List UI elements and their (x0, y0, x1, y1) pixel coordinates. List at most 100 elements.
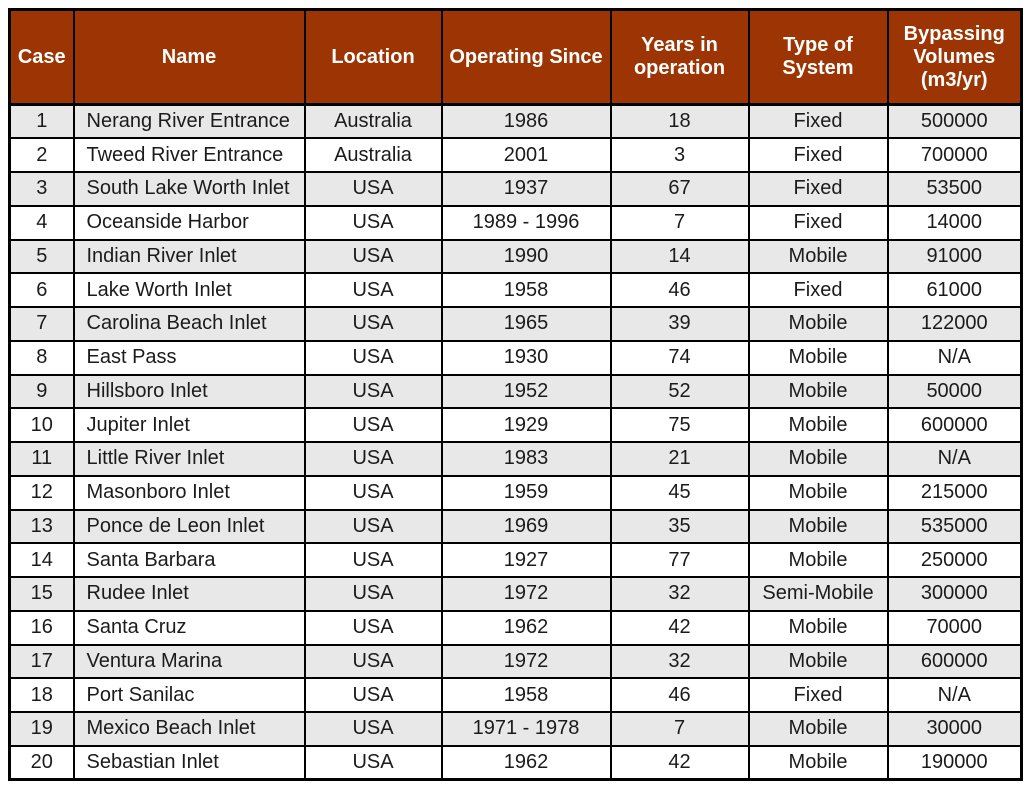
cell-name: Oceanside Harbor (72, 204, 306, 241)
cell-operating_since: 1983 (440, 441, 612, 477)
cell-type_of_system: Mobile (747, 744, 889, 781)
cell-operating_since: 1965 (440, 306, 612, 342)
cell-name: Ventura Marina (72, 643, 306, 680)
cell-case: 8 (8, 339, 75, 376)
column-header-years-in-operation: Years in operation (609, 8, 750, 106)
cell-bypassing_volumes: 700000 (886, 137, 1023, 173)
cell-bypassing_volumes: 30000 (886, 711, 1023, 747)
table-row: 4 Oceanside Harbor USA 1989 - 1996 7 Fixed 140… (8, 204, 1023, 241)
cell-name: Mexico Beach Inlet (72, 711, 306, 747)
table-row: 10 Jupiter Inlet USA 1929 75 Mobile 600000 (8, 407, 1023, 443)
cell-years_in_operation: 42 (609, 744, 750, 781)
cell-case: 17 (8, 643, 75, 680)
cell-case: 11 (8, 441, 75, 477)
column-header-name: Name (72, 8, 306, 106)
cell-years_in_operation: 7 (609, 711, 750, 747)
cell-name: Indian River Inlet (72, 238, 306, 275)
cell-location: USA (303, 677, 443, 713)
cell-operating_since: 1962 (440, 744, 612, 781)
table-body: 1 Nerang River Entrance Australia 1986 18 Fix… (8, 103, 1023, 781)
cell-case: 3 (8, 171, 75, 207)
cell-location: Australia (303, 103, 443, 140)
cell-years_in_operation: 7 (609, 204, 750, 241)
cell-years_in_operation: 52 (609, 373, 750, 410)
table-row: 20 Sebastian Inlet USA 1962 42 Mobile 190000 (8, 744, 1023, 781)
header-row: Case Name Location Operating Since Years… (8, 8, 1023, 106)
cell-type_of_system: Mobile (747, 407, 889, 443)
cell-case: 12 (8, 474, 75, 511)
cell-location: USA (303, 508, 443, 545)
cell-case: 16 (8, 609, 75, 646)
cell-operating_since: 1962 (440, 609, 612, 646)
cell-location: USA (303, 576, 443, 612)
cell-bypassing_volumes: N/A (886, 677, 1023, 713)
table-row: 8 East Pass USA 1930 74 Mobile N/A (8, 339, 1023, 376)
cell-name: Lake Worth Inlet (72, 272, 306, 308)
cell-bypassing_volumes: 600000 (886, 643, 1023, 680)
cell-case: 19 (8, 711, 75, 747)
cell-location: Australia (303, 137, 443, 173)
cell-case: 4 (8, 204, 75, 241)
cell-case: 13 (8, 508, 75, 545)
cell-type_of_system: Mobile (747, 542, 889, 578)
cell-location: USA (303, 441, 443, 477)
cell-name: Tweed River Entrance (72, 137, 306, 173)
cell-name: Sebastian Inlet (72, 744, 306, 781)
cell-bypassing_volumes: N/A (886, 441, 1023, 477)
table-row: 17 Ventura Marina USA 1972 32 Mobile 600000 (8, 643, 1023, 680)
table-row: 13 Ponce de Leon Inlet USA 1969 35 Mobile 5350… (8, 508, 1023, 545)
column-header-case: Case (8, 8, 75, 106)
cell-case: 2 (8, 137, 75, 173)
cell-operating_since: 1952 (440, 373, 612, 410)
table-row: 19 Mexico Beach Inlet USA 1971 - 1978 7 Mobil… (8, 711, 1023, 747)
cell-type_of_system: Mobile (747, 609, 889, 646)
cell-years_in_operation: 18 (609, 103, 750, 140)
cell-years_in_operation: 74 (609, 339, 750, 376)
cell-case: 10 (8, 407, 75, 443)
cell-years_in_operation: 14 (609, 238, 750, 275)
cell-name: Nerang River Entrance (72, 103, 306, 140)
cell-years_in_operation: 39 (609, 306, 750, 342)
table-row: 1 Nerang River Entrance Australia 1986 18 Fix… (8, 103, 1023, 140)
cell-years_in_operation: 3 (609, 137, 750, 173)
cell-location: USA (303, 238, 443, 275)
cell-operating_since: 1986 (440, 103, 612, 140)
cell-operating_since: 2001 (440, 137, 612, 173)
cell-case: 7 (8, 306, 75, 342)
cell-bypassing_volumes: 53500 (886, 171, 1023, 207)
cell-location: USA (303, 306, 443, 342)
table-row: 7 Carolina Beach Inlet USA 1965 39 Mobile 1220… (8, 306, 1023, 342)
cell-type_of_system: Semi-Mobile (747, 576, 889, 612)
cell-operating_since: 1929 (440, 407, 612, 443)
cell-years_in_operation: 75 (609, 407, 750, 443)
cell-type_of_system: Mobile (747, 339, 889, 376)
cell-case: 20 (8, 744, 75, 781)
cell-case: 18 (8, 677, 75, 713)
cell-type_of_system: Mobile (747, 306, 889, 342)
table-row: 14 Santa Barbara USA 1927 77 Mobile 250000 (8, 542, 1023, 578)
cell-bypassing_volumes: 122000 (886, 306, 1023, 342)
cell-bypassing_volumes: 600000 (886, 407, 1023, 443)
cell-type_of_system: Fixed (747, 677, 889, 713)
table-row: 3 South Lake Worth Inlet USA 1937 67 Fixed 535… (8, 171, 1023, 207)
table-row: 11 Little River Inlet USA 1983 21 Mobile N/A (8, 441, 1023, 477)
cell-name: Ponce de Leon Inlet (72, 508, 306, 545)
cell-operating_since: 1989 - 1996 (440, 204, 612, 241)
cell-type_of_system: Mobile (747, 711, 889, 747)
cell-location: USA (303, 339, 443, 376)
cell-case: 5 (8, 238, 75, 275)
cell-type_of_system: Fixed (747, 272, 889, 308)
cell-bypassing_volumes: 70000 (886, 609, 1023, 646)
cell-operating_since: 1959 (440, 474, 612, 511)
bypassing-systems-table: Case Name Location Operating Since Years… (8, 8, 1023, 781)
table-row: 5 Indian River Inlet USA 1990 14 Mobile 91000 (8, 238, 1023, 275)
cell-type_of_system: Fixed (747, 103, 889, 140)
cell-name: Santa Barbara (72, 542, 306, 578)
cell-location: USA (303, 204, 443, 241)
cell-location: USA (303, 711, 443, 747)
cell-location: USA (303, 171, 443, 207)
cell-bypassing_volumes: 250000 (886, 542, 1023, 578)
cell-operating_since: 1969 (440, 508, 612, 545)
cell-operating_since: 1971 - 1978 (440, 711, 612, 747)
